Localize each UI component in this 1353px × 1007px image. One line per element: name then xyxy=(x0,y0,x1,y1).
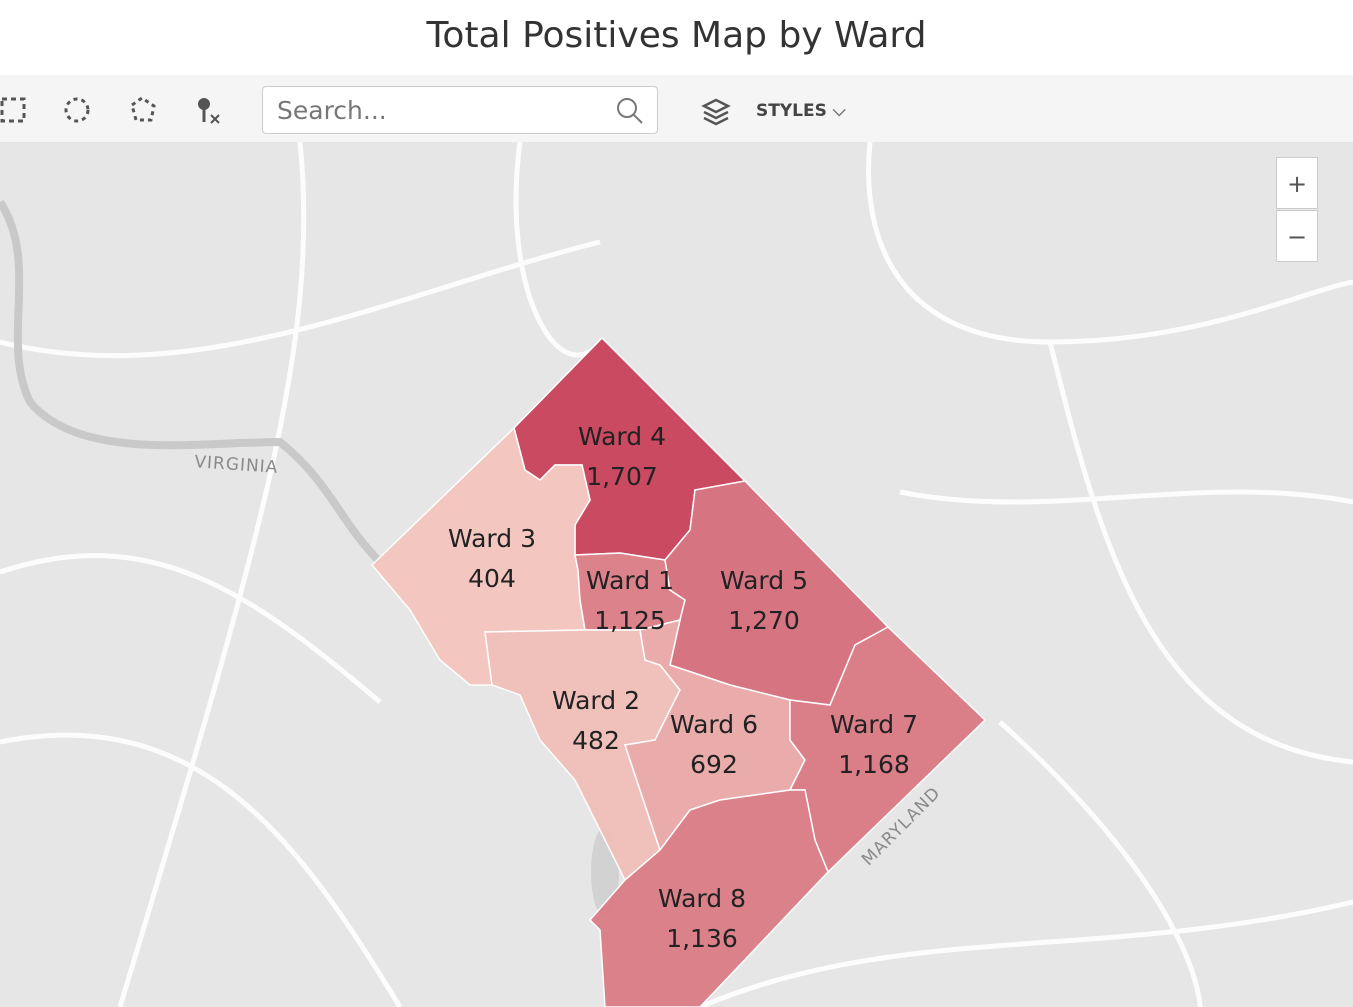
styles-label: STYLES xyxy=(756,101,827,121)
ward-area xyxy=(588,789,829,1007)
search-icon xyxy=(617,98,643,124)
title: Total Positives Map by Ward xyxy=(426,15,927,56)
ward-name: Ward 7 xyxy=(830,710,918,739)
tool-icons[interactable] xyxy=(0,75,240,142)
styles-button[interactable]: STYLES ⌵ xyxy=(756,101,846,121)
ward-value: 1,125 xyxy=(594,606,666,635)
ward-value: 482 xyxy=(572,726,620,755)
zoom-in[interactable]: + xyxy=(1276,157,1318,209)
ward-name: Ward 1 xyxy=(586,566,674,595)
ward-name: Ward 5 xyxy=(720,566,808,595)
toolbar: Search... STYLES ⌵ xyxy=(0,75,1353,143)
ward-area xyxy=(788,626,987,874)
ward-value: 692 xyxy=(690,750,738,779)
map[interactable]: Ward 4 1,707 Ward 3 404 Ward 1 1,125 Ward 5 1,2… xyxy=(0,142,1353,1007)
ward-name: Ward 2 xyxy=(552,686,640,715)
ward-value: 404 xyxy=(468,564,516,593)
ward-name: Ward 6 xyxy=(670,710,758,739)
search-placeholder: Search... xyxy=(277,96,387,125)
ward-name: Ward 3 xyxy=(448,524,536,553)
ward-value: 1,168 xyxy=(838,750,910,779)
zoom-out[interactable]: − xyxy=(1276,210,1318,262)
ward-name: Ward 8 xyxy=(658,884,746,913)
search-box[interactable]: Search... xyxy=(262,86,658,134)
ward-name: Ward 4 xyxy=(578,422,666,451)
ward-value: 1,707 xyxy=(586,462,658,491)
ward-value: 1,270 xyxy=(728,606,800,635)
ward-value: 1,136 xyxy=(666,924,738,953)
layers-icon[interactable] xyxy=(701,97,731,127)
